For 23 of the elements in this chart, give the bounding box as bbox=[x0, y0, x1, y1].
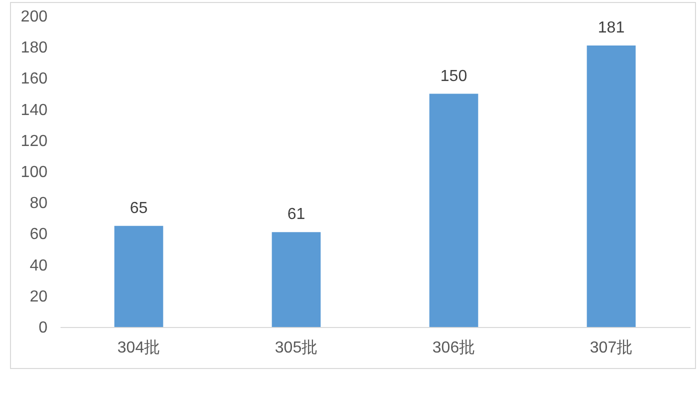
y-tick-label: 80 bbox=[30, 195, 48, 212]
bar bbox=[114, 226, 164, 327]
y-tick-label: 60 bbox=[30, 226, 48, 244]
y-tick-label: 140 bbox=[20, 102, 48, 119]
bar bbox=[429, 94, 478, 327]
x-tick-label: 307批 bbox=[590, 340, 633, 356]
data-label: 181 bbox=[598, 20, 625, 37]
y-tick-label: 200 bbox=[20, 8, 48, 26]
bar bbox=[586, 46, 636, 327]
data-label: 150 bbox=[440, 68, 468, 85]
y-tick-label: 120 bbox=[20, 132, 48, 150]
y-tick-label: 180 bbox=[20, 40, 48, 57]
y-tick-label: 40 bbox=[30, 257, 48, 274]
y-tick-label: 20 bbox=[30, 288, 48, 306]
y-tick-label: 160 bbox=[20, 70, 48, 88]
data-label: 61 bbox=[287, 206, 306, 224]
x-tick-label: 306批 bbox=[432, 340, 476, 356]
bar bbox=[272, 232, 321, 327]
x-tick-label: 305批 bbox=[274, 340, 318, 356]
data-label: 65 bbox=[130, 200, 148, 217]
x-tick-label: 304批 bbox=[117, 340, 160, 356]
y-tick-label: 100 bbox=[20, 164, 48, 181]
y-tick-label: 0 bbox=[38, 320, 48, 336]
